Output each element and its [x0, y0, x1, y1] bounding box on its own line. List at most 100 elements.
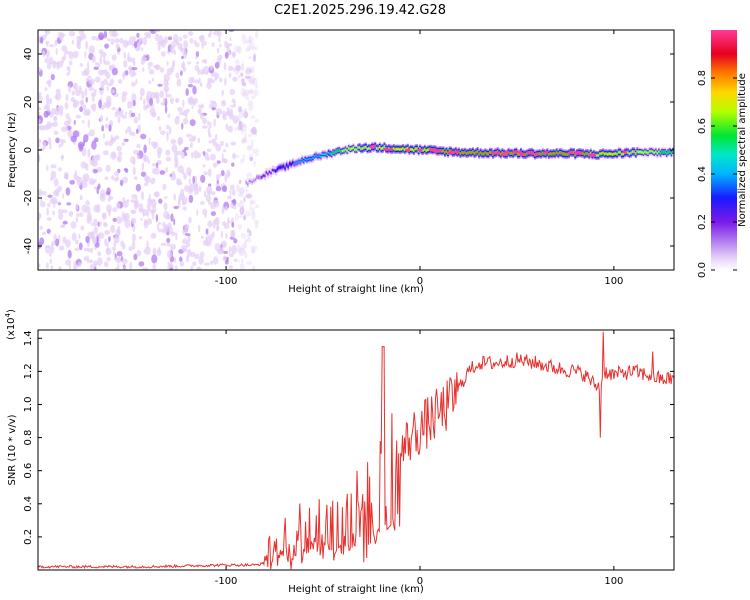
ridge-cell: [630, 152, 633, 155]
noise-speck: [112, 207, 118, 213]
noise-speck: [166, 237, 171, 243]
ridge-cell: [566, 153, 569, 156]
noise-speck: [250, 115, 256, 120]
noise-speck: [121, 141, 126, 147]
noise-speck: [169, 267, 173, 270]
x-tick-label: -100: [215, 276, 238, 287]
y-tick-label: -20: [23, 190, 34, 206]
noise-speck: [192, 261, 197, 267]
ridge-cell: [656, 152, 659, 155]
noise-speck: [55, 137, 60, 144]
ridge-cell: [397, 148, 400, 151]
noise-speck: [105, 164, 111, 172]
noise-speck: [237, 259, 240, 263]
noise-speck: [236, 186, 241, 193]
noise-speck: [122, 243, 126, 250]
noise-speck: [177, 136, 184, 145]
noise-speck: [123, 213, 126, 219]
noise-speck: [110, 224, 116, 234]
noise-speck: [165, 156, 172, 162]
noise-speck: [181, 244, 187, 252]
noise-speck: [71, 232, 77, 241]
noise-speck: [233, 238, 238, 244]
noise-speck: [254, 221, 259, 229]
ridge-cell: [416, 147, 419, 150]
noise-speck: [175, 232, 178, 241]
noise-speck: [205, 228, 208, 235]
noise-speck: [122, 267, 127, 270]
ridge-peak: [371, 144, 378, 148]
y-tick-label: 0.2: [23, 529, 34, 545]
ridge-cell: [558, 151, 561, 154]
noise-speck: [58, 245, 65, 251]
noise-speck: [43, 110, 49, 118]
noise-speck: [251, 265, 256, 270]
noise-speck: [167, 250, 173, 259]
noise-speck: [207, 126, 211, 136]
noise-speck: [238, 188, 244, 196]
noise-speck: [185, 241, 191, 248]
noise-speck: [85, 235, 90, 244]
noise-speck: [183, 173, 187, 180]
ridge-cell: [375, 147, 378, 150]
noise-speck: [241, 123, 247, 128]
noise-speck: [139, 87, 145, 97]
ridge-peak: [568, 150, 575, 155]
ridge-cell: [472, 150, 474, 153]
noise-speck: [220, 101, 227, 107]
ridge-cell: [343, 149, 346, 152]
noise-speck: [59, 224, 65, 228]
noise-speck: [243, 111, 249, 119]
noise-speck: [179, 261, 185, 267]
ridge-cell: [464, 151, 467, 154]
noise-speck: [218, 77, 223, 83]
ridge-cell: [259, 176, 262, 179]
ridge-cell: [555, 151, 558, 154]
noise-speck: [189, 119, 196, 127]
noise-speck: [51, 196, 58, 204]
noise-speck: [117, 51, 121, 55]
noise-speck: [241, 61, 244, 71]
colorbar-tick-label: 0.2: [697, 214, 708, 230]
ridge-cell: [324, 153, 327, 156]
ridge-cell: [608, 152, 611, 155]
snr-x-axis: -100 0 100: [215, 330, 623, 587]
noise-speck: [241, 128, 244, 135]
noise-speck: [184, 185, 190, 192]
noise-speck: [221, 206, 225, 211]
noise-speck: [111, 54, 117, 61]
noise-speck: [237, 215, 243, 219]
y-tick-label: 0.6: [23, 463, 34, 479]
noise-speck: [91, 94, 95, 103]
noise-speck: [61, 209, 68, 214]
noise-speck: [132, 166, 136, 176]
ridge-cell: [440, 150, 443, 153]
noise-speck: [180, 188, 185, 197]
noise-speck: [45, 30, 48, 37]
ridge-cell: [364, 146, 367, 148]
noise-speck: [197, 137, 201, 144]
noise-speck: [202, 125, 208, 129]
noise-speck: [122, 72, 126, 77]
ridge-cell: [278, 166, 281, 169]
noise-speck: [147, 159, 150, 165]
noise-speck: [87, 248, 91, 252]
x-tick-label: 100: [604, 276, 623, 287]
noise-speck: [255, 204, 259, 209]
noise-speck: [78, 85, 82, 94]
ridge-cell: [382, 147, 384, 150]
noise-speck: [141, 56, 147, 62]
ridge-cell: [627, 151, 630, 154]
spectrogram-panel: -100 0 100 -40 -20 0 20 40 Height of straight …: [7, 29, 675, 295]
noise-speck: [116, 251, 123, 257]
noise-speck: [234, 70, 239, 75]
noise-speck: [241, 36, 248, 45]
noise-speck: [166, 61, 169, 66]
ridge-cell: [411, 148, 414, 151]
y-tick-label: 1.4: [23, 330, 34, 346]
ridge-cell: [341, 150, 344, 152]
noise-speck: [188, 178, 191, 185]
ridge-cell: [394, 148, 397, 151]
noise-speck: [250, 200, 256, 204]
noise-speck: [135, 78, 138, 85]
